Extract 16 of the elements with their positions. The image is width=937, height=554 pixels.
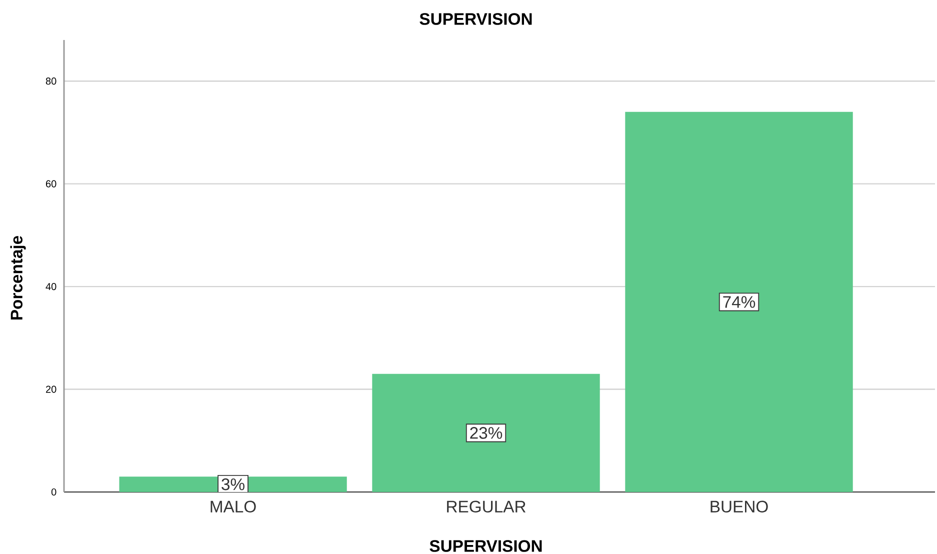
y-tick-label: 0 <box>51 488 56 496</box>
bar <box>372 374 600 492</box>
data-label: 23% <box>470 427 502 439</box>
data-label: 74% <box>723 296 756 308</box>
y-tick-label: 20 <box>46 386 56 393</box>
x-tick-label: MALO <box>210 500 256 513</box>
bar <box>625 112 853 492</box>
data-label: 3% <box>222 478 244 490</box>
x-tick-label: REGULAR <box>447 500 526 513</box>
y-axis-title: Porcentaje <box>10 236 26 320</box>
chart-title: SUPERVISION <box>420 13 532 25</box>
x-tick-label: BUENO <box>710 500 768 513</box>
y-tick-label: 60 <box>46 180 56 188</box>
y-tick-label: 80 <box>46 78 56 85</box>
y-tick-label: 40 <box>46 283 56 290</box>
x-axis-title: SUPERVISION <box>430 540 542 552</box>
